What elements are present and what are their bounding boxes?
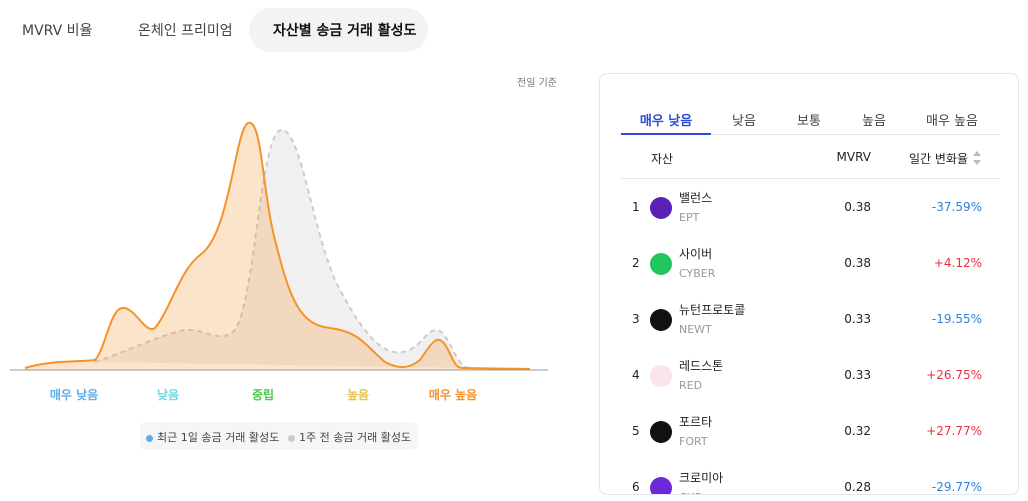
rank: 5 — [632, 424, 640, 438]
legend-label: 1주 전 송금 거래 활성도 — [299, 431, 412, 444]
asset-symbol: NEWT — [679, 323, 712, 336]
asset-panel: 매우 낮음 낮음 보통 높음 매우 높음 자산 MVRV 일간 변화율 1 밸런스… — [599, 73, 1019, 495]
change: +27.77% — [926, 424, 982, 438]
tab[interactable]: 자산별 송금 거래 활성도 — [273, 23, 417, 39]
note: 전일 기준 — [517, 78, 557, 89]
asset-row[interactable]: 2 사이버 CYBER 0.38 +4.12% — [600, 236, 1018, 292]
zone-label: 매우 높음 — [428, 388, 478, 402]
change: +4.12% — [933, 256, 982, 270]
asset-name: 포르타 — [679, 415, 713, 429]
asset-icon — [650, 253, 672, 275]
asset-row[interactable]: 1 밸런스 EPT 0.38 -37.59% — [600, 180, 1018, 236]
asset-icon — [650, 197, 672, 219]
tab-selected-bg — [249, 8, 428, 52]
asset-symbol: FORT — [679, 435, 708, 448]
chart — [10, 121, 548, 371]
mvrv: 0.33 — [844, 312, 871, 326]
tab[interactable]: MVRV 비율 — [22, 23, 93, 39]
col-header: MVRV — [836, 150, 871, 164]
tab[interactable]: 온체인 프리미엄 — [138, 23, 233, 39]
mvrv: 0.28 — [844, 480, 871, 494]
col-header: 자산 — [651, 152, 674, 166]
asset-symbol: CHR — [679, 491, 703, 494]
zone-label: 매우 낮음 — [49, 388, 99, 402]
legend-label: 최근 1일 송금 거래 활성도 — [157, 431, 280, 444]
rank: 4 — [632, 368, 640, 382]
rank: 1 — [632, 200, 640, 214]
legend: 최근 1일 송금 거래 활성도 1주 전 송금 거래 활성도 — [140, 422, 418, 450]
asset-symbol: RED — [679, 379, 703, 392]
asset-name: 레드스톤 — [679, 359, 724, 373]
asset-row[interactable]: 3 뉴턴프로토콜 NEWT 0.33 -19.55% — [600, 292, 1018, 348]
line-current — [24, 121, 531, 370]
mvrv: 0.33 — [844, 368, 871, 382]
asset-name: 사이버 — [679, 247, 713, 261]
asset-icon — [650, 421, 672, 443]
divider — [621, 178, 999, 179]
zone-label: 중립 — [251, 388, 275, 402]
asset-symbol: EPT — [679, 211, 700, 224]
rank: 6 — [632, 480, 640, 494]
mvrv: 0.32 — [844, 424, 871, 438]
mvrv: 0.38 — [844, 256, 871, 270]
asset-symbol: CYBER — [679, 267, 716, 280]
panel-tab[interactable]: 높음 — [862, 114, 886, 129]
asset-name: 크로미아 — [679, 471, 724, 485]
asset-row[interactable]: 4 레드스톤 RED 0.33 +26.75% — [600, 348, 1018, 404]
change: -29.77% — [931, 480, 982, 494]
asset-name: 뉴턴프로토콜 — [679, 303, 746, 317]
change: -37.59% — [931, 200, 982, 214]
panel-tab[interactable]: 매우 높음 — [926, 114, 978, 129]
zone-label: 높음 — [346, 388, 370, 402]
area-prev — [95, 129, 470, 368]
asset-row[interactable]: 5 포르타 FORT 0.32 +27.77% — [600, 404, 1018, 460]
panel-tab[interactable]: 보통 — [797, 114, 821, 129]
area-current — [25, 122, 530, 370]
change: +26.75% — [926, 368, 982, 382]
mvrv: 0.38 — [844, 200, 871, 214]
change: -19.55% — [931, 312, 982, 326]
asset-icon — [650, 365, 672, 387]
panel-tab[interactable]: 낮음 — [732, 114, 756, 129]
asset-icon — [650, 477, 672, 494]
rank: 2 — [632, 256, 640, 270]
asset-icon — [650, 309, 672, 331]
sort-icon[interactable] — [972, 150, 982, 166]
asset-name: 밸런스 — [679, 191, 713, 205]
rank: 3 — [632, 312, 640, 326]
tab-underline — [621, 133, 711, 135]
divider — [621, 134, 999, 135]
panel-tab[interactable]: 매우 낮음 — [639, 114, 693, 129]
zone-label: 낮음 — [156, 388, 180, 402]
col-header[interactable]: 일간 변화율 — [908, 152, 968, 166]
asset-row[interactable]: 6 크로미아 CHR 0.28 -29.77% — [600, 460, 1018, 494]
